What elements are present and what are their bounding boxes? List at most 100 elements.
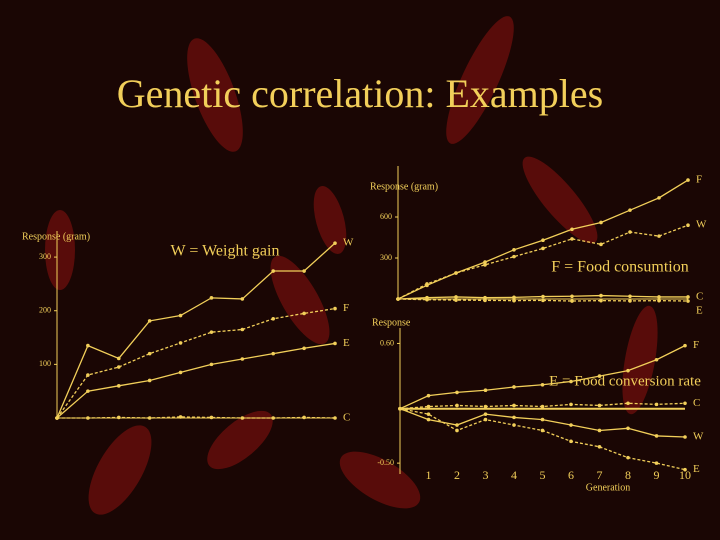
series-point (398, 406, 402, 411)
series-point (426, 417, 431, 422)
series-point (512, 248, 516, 252)
series-point (454, 271, 458, 275)
x-tick-label: 9 (654, 468, 660, 482)
x-axis-label: Generation (586, 482, 630, 493)
series-point (599, 220, 603, 225)
series-point (657, 196, 661, 200)
series-point (683, 343, 687, 348)
series-point (657, 234, 661, 238)
series-point (271, 316, 276, 321)
series-point (425, 297, 429, 302)
y-tick-label: 600 (380, 212, 392, 221)
series-point (483, 260, 487, 264)
series-point (657, 298, 661, 303)
series-point (597, 374, 602, 378)
series-point (454, 298, 458, 302)
series-point (483, 263, 487, 267)
series-point (686, 178, 690, 182)
series-point (333, 241, 337, 245)
series-point (483, 388, 488, 393)
y-axis-label: Response (372, 317, 411, 328)
series-point (302, 269, 306, 273)
series-point (686, 299, 690, 303)
series-point (209, 415, 214, 420)
x-tick-label: 5 (540, 468, 546, 482)
series-point (540, 404, 545, 409)
x-tick-label: 10 (679, 468, 691, 482)
series-point (333, 416, 337, 420)
series-point (147, 416, 152, 420)
series-point (147, 378, 152, 383)
series-point (178, 313, 183, 318)
series-point (540, 382, 545, 387)
series-label: C (343, 412, 350, 424)
series-point (569, 379, 573, 384)
series-point (654, 434, 659, 438)
series-point (455, 423, 459, 427)
series-point (116, 365, 121, 369)
series-point (626, 368, 630, 373)
x-tick-label: 7 (597, 468, 603, 482)
series-point (426, 393, 431, 398)
series-label: E (693, 463, 700, 475)
series-point (512, 423, 516, 427)
series-point (597, 403, 602, 408)
series-point (147, 351, 152, 356)
series-point (86, 389, 90, 393)
series-line (397, 224, 689, 300)
x-tick-label: 4 (511, 468, 517, 482)
series-point (86, 416, 90, 420)
series-point (302, 346, 306, 351)
series-point (512, 295, 516, 300)
series-point (626, 426, 630, 431)
y-tick-label: 0.60 (380, 338, 394, 347)
series-point (455, 390, 459, 395)
series-point (240, 297, 245, 301)
series-point (240, 416, 245, 420)
series-point (541, 246, 545, 251)
series-label: W (696, 219, 707, 231)
x-tick-label: 2 (454, 468, 460, 482)
series-point (569, 439, 573, 444)
x-tick-label: 8 (625, 468, 631, 482)
series-point (512, 403, 516, 408)
series-point (541, 298, 545, 303)
series-point (483, 298, 487, 303)
series-point (209, 330, 214, 334)
series-label: E (696, 305, 703, 317)
series-point (178, 415, 183, 419)
series-point (628, 299, 632, 303)
series-point (626, 401, 630, 406)
series-point (570, 299, 574, 303)
series-point (570, 294, 574, 299)
series-point (271, 416, 276, 420)
y-tick-label: 300 (380, 253, 392, 262)
series-point (569, 402, 573, 407)
series-point (569, 423, 573, 427)
series-point (628, 230, 632, 234)
y-tick-label: -0.50 (377, 458, 394, 467)
series-point (333, 341, 337, 346)
x-tick-label: 1 (426, 468, 432, 482)
series-point (116, 356, 121, 361)
series-point (483, 412, 488, 416)
series-point (599, 298, 603, 303)
series-point (454, 295, 458, 299)
series-label: W (693, 431, 704, 443)
series-point (686, 295, 690, 299)
series-point (628, 294, 632, 299)
annotation: W = Weight gain (171, 243, 280, 260)
series-point (86, 343, 90, 348)
series-point (683, 435, 687, 439)
series-label: F (696, 174, 702, 186)
series-point (654, 461, 659, 465)
series-point (512, 298, 516, 303)
series-point (570, 237, 574, 241)
series-point (426, 412, 431, 416)
series-point (483, 404, 488, 409)
series-point (626, 455, 630, 460)
series-point (597, 445, 602, 449)
series-point (302, 415, 306, 420)
series-point (209, 362, 214, 367)
series-point (683, 467, 687, 472)
